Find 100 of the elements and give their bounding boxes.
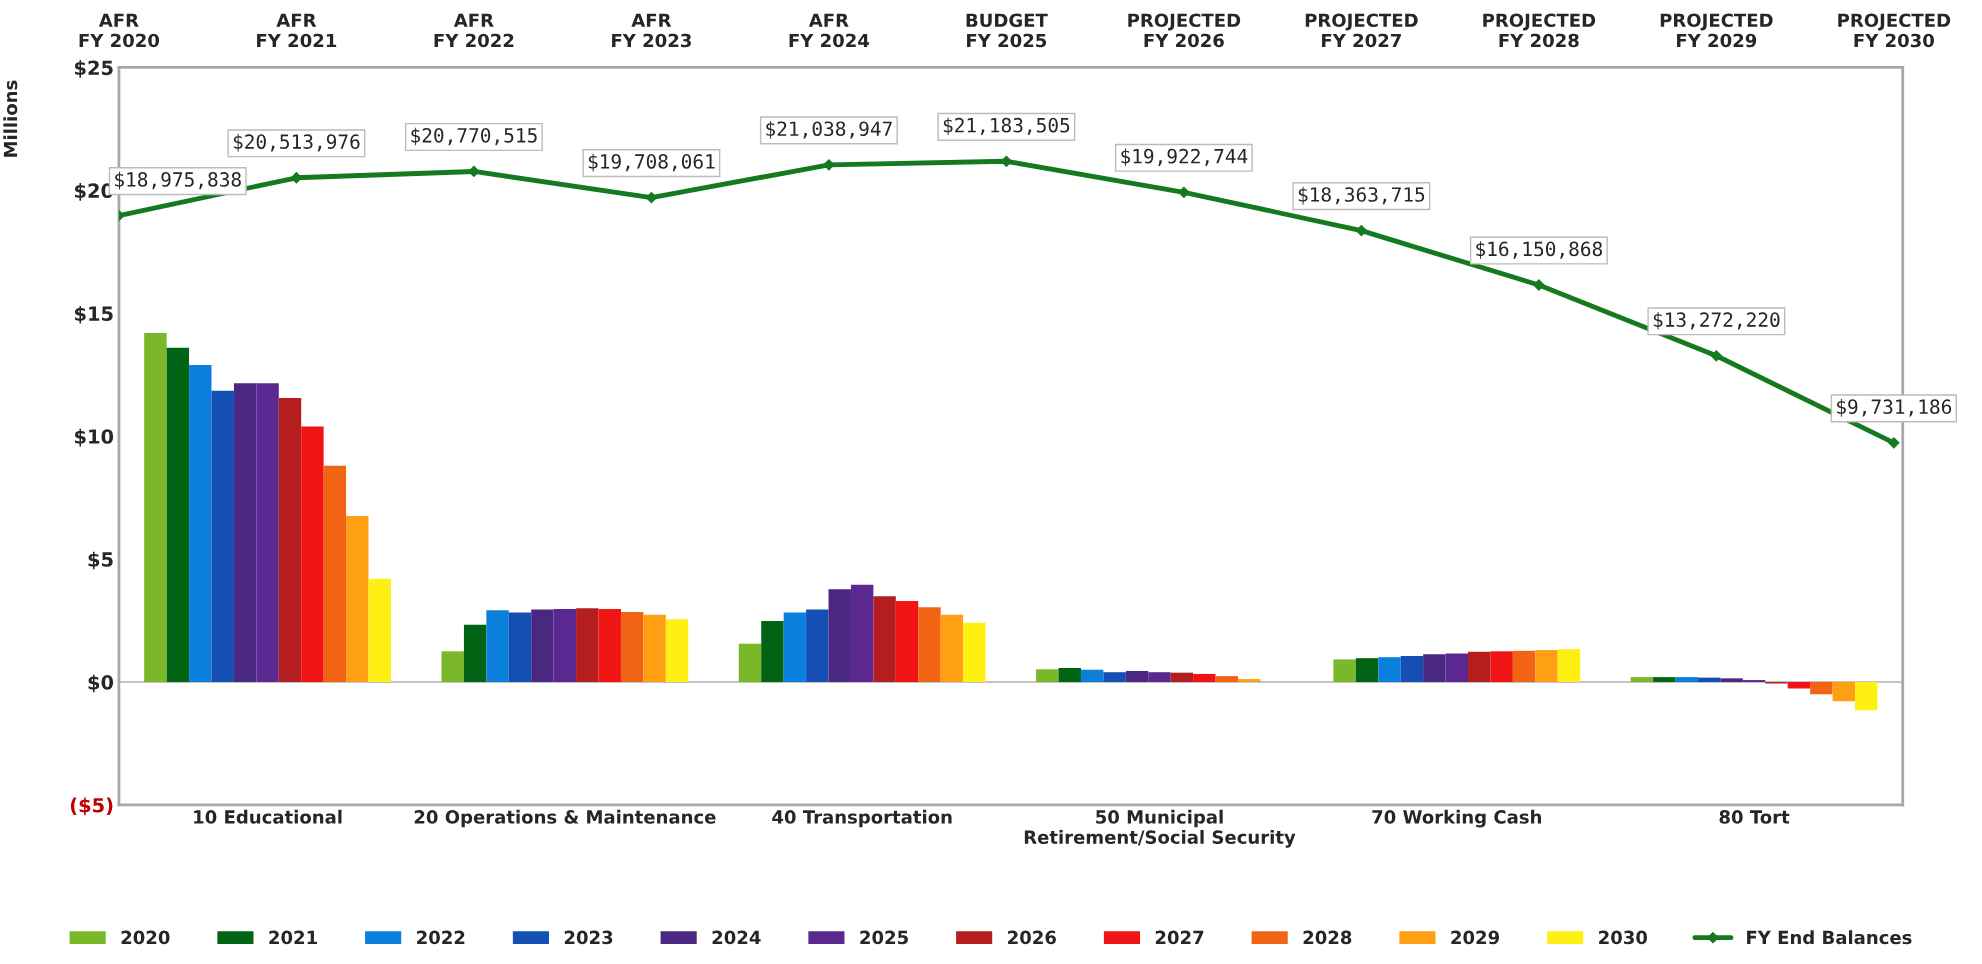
bar [441,651,464,683]
y-tick-label: $10 [74,428,114,447]
bar [1193,673,1216,683]
x-tick-label: AFR FY 2022 [434,13,514,48]
legend-label: 2025 [860,930,908,945]
x-tick-label: 20 Operations & Maintenance [414,809,716,828]
x-tick-label: 40 Transportation [772,809,952,828]
data-label: $9,731,186 [1837,399,1952,417]
bar [738,643,762,683]
bar [463,624,487,683]
bar [1400,655,1424,683]
data-label: $18,975,838 [115,171,241,190]
x-tick-label: 50 Municipal Retirement/Social Security [1024,809,1296,848]
bar [620,611,644,683]
bar [1810,682,1833,695]
bar [783,612,807,683]
bar [963,622,986,683]
bar [873,596,896,683]
data-label: $21,183,505 [943,117,1070,136]
data-label: $18,363,715 [1298,186,1425,205]
bar [850,584,874,683]
x-tick-label: AFR FY 2020 [79,13,160,48]
bar [1148,672,1171,683]
bar [278,398,302,683]
x-tick-label: PROJECTED FY 2029 [1660,13,1773,48]
bar [940,614,964,683]
bar [1653,677,1676,683]
x-tick-label: PROJECTED FY 2030 [1838,13,1951,48]
bar [598,609,621,683]
bar [643,614,666,683]
data-label: $20,513,976 [233,133,360,152]
y-axis-title: Millions [3,80,18,157]
bar [895,600,919,683]
bar [761,621,784,683]
x-tick-label: AFR FY 2021 [257,13,337,48]
bar [211,390,234,683]
bar [1832,682,1856,702]
bar [1423,654,1446,683]
point [1533,279,1545,291]
bar [1125,670,1149,683]
bar [1445,653,1468,683]
data-label: $19,922,744 [1121,148,1248,167]
bar [576,608,599,683]
point [1178,186,1190,198]
bar [1080,669,1104,683]
bar [508,612,532,683]
bar [1512,650,1536,683]
x-tick-label: 80 Tort [1719,810,1790,824]
bar [189,364,212,683]
data-label: $19,708,061 [588,153,715,172]
bar [256,383,279,683]
y-tick-label: $25 [74,60,113,78]
legend-label: 2023 [564,930,613,945]
bar [1720,678,1743,683]
legend-label: 2022 [417,930,465,945]
bar [486,610,509,683]
bar [233,383,257,683]
bar [1058,668,1081,683]
bar [1170,672,1194,683]
bar [1490,651,1513,683]
legend-label: 2021 [269,930,317,945]
x-tick-label: PROJECTED FY 2026 [1128,13,1241,48]
legend-label: FY End Balances [1747,930,1912,945]
bar [806,609,829,683]
legend-label: 2028 [1303,930,1352,945]
x-tick-label: AFR FY 2024 [789,13,870,48]
bar [1675,677,1698,683]
bar [1630,677,1654,683]
point [1710,350,1722,362]
bar [828,589,851,683]
data-label: $16,150,868 [1476,241,1603,259]
legend-label: 2029 [1451,930,1500,945]
x-tick-label: 70 Working Cash [1372,809,1541,828]
bar [1787,682,1811,689]
bar [323,465,347,683]
bar [918,607,941,683]
y-tick-label: $15 [74,305,113,324]
bar [166,347,190,683]
legend-label: 2020 [121,930,170,945]
y-tick-label: $5 [88,551,113,570]
bar [346,516,369,683]
x-tick-label: AFR FY 2023 [612,13,691,48]
data-label: $13,272,220 [1653,311,1780,330]
point [1888,437,1900,449]
data-label: $20,770,515 [411,127,537,146]
bar [531,609,554,683]
legend-label: 2030 [1599,930,1648,945]
legend-label: 2026 [1008,930,1056,945]
y-tick-label: ($5) [70,797,113,816]
bar [1215,676,1238,683]
bar [1855,682,1878,711]
legend-label: 2024 [712,930,761,945]
legend-label: 2027 [1155,930,1204,945]
data-label: $21,038,947 [766,121,892,139]
bar [1378,657,1401,683]
bar [1355,658,1379,683]
bar [144,332,167,683]
bar [553,609,577,683]
bar [665,619,689,683]
bar [301,426,324,683]
